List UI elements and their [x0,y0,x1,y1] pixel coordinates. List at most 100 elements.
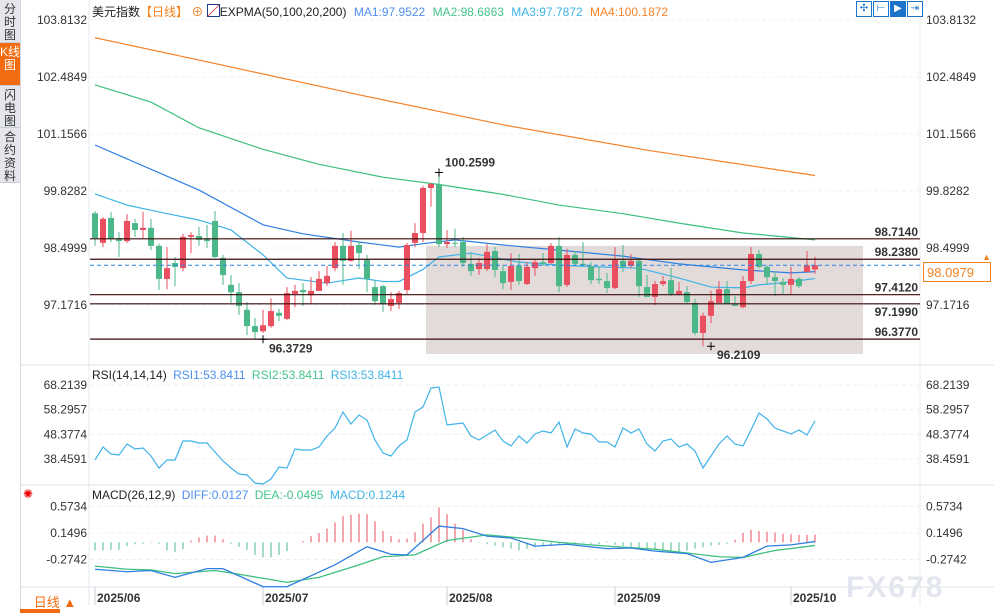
candle-down [580,263,586,266]
rsi3-value: RSI3:53.8411 [330,368,404,382]
rsi-tick-left: 38.4591 [44,452,88,466]
rsi-title: RSI(14,14,14) [92,368,167,382]
candle-up [700,315,706,333]
candle-down [92,213,98,239]
candle-down [468,263,474,272]
candle-up [396,293,402,303]
candle-up [804,265,810,273]
candle-up [388,299,394,306]
bottom-tab-indicator [20,609,60,613]
candle-down [196,235,202,240]
candle-up [140,227,146,230]
y-tick-right: 102.4849 [926,70,976,84]
candle-up [100,218,106,243]
chart-header: 美元指数【日线】 ⊕ EXPMA(50,100,20,200) MA1:97.9… [92,3,668,20]
candle-down [732,304,738,306]
candle-down [756,254,762,267]
candle-up [564,254,570,285]
candle-down [228,284,234,293]
extreme-marker [435,168,443,177]
candle-up [748,254,754,282]
candle-down [156,245,162,279]
y-tick-right: 98.4999 [926,241,970,255]
candle-up [124,220,130,242]
candle-up [292,290,298,294]
diff-value: DIFF:0.0127 [181,488,249,502]
candle-up [332,245,338,269]
candle-up [676,290,682,294]
candle-up [164,268,170,279]
level-label: 97.1990 [875,305,919,319]
level-label: 96.3770 [875,325,919,339]
ma2-value: MA2:98.6863 [432,5,504,19]
ma-line-ma3 [94,193,816,289]
crosshair-icon[interactable]: ✣ [856,1,872,17]
rsi-tick-right: 38.4591 [926,452,970,466]
candle-down [772,277,778,282]
candle-down [668,280,674,294]
level-label: 98.2380 [875,245,919,259]
settings-sun-icon[interactable]: ✺ [23,487,34,501]
macd-tick-left: 0.5734 [50,500,87,514]
macd-header: MACD(26,12,9) DIFF:0.0127 DEA:-0.0495 MA… [92,488,405,502]
high-price-label: 100.2599 [445,155,495,169]
period-button[interactable]: 日线 ▲ [33,595,77,610]
exit-right-icon[interactable]: ⇥ [907,1,923,17]
candle-down [236,292,242,306]
x-tick-label: 2025/08 [449,591,493,605]
candle-up [612,260,618,288]
macd-tick-left: 0.1496 [50,526,87,540]
candle-up [324,275,330,284]
candle-down [252,326,258,333]
rsi-tick-left: 58.2957 [44,403,88,417]
extreme-marker [259,335,267,344]
candle-down [340,245,346,261]
rsi-tick-right: 48.3774 [926,427,970,441]
candle-down [116,238,122,242]
sidebar-tab-flash-chart[interactable]: 闪电图 [0,86,20,128]
sidebar: 分时图 K线图 闪电图 合约资料 [0,0,21,613]
x-tick-label: 2025/10 [793,591,837,605]
candle-up [284,293,290,319]
symbol-title: 美元指数 [92,5,141,19]
candle-down [364,260,370,279]
candle-up [316,278,322,291]
rsi-tick-left: 68.2139 [44,378,88,392]
candle-down [244,309,250,327]
rsi-header: RSI(14,14,14) RSI1:53.8411 RSI2:53.8411 … [92,368,403,382]
ma1-value: MA1:97.9522 [353,5,426,19]
sidebar-tab-contract-info[interactable]: 合约资料 [0,128,20,183]
y-tick-left: 103.8132 [37,13,87,27]
candle-down [300,290,306,293]
candle-up [716,289,722,303]
range-select-icon[interactable]: ⊢ [873,1,889,17]
y-tick-right: 101.1566 [926,127,976,141]
candle-down [452,242,458,244]
x-tick-label: 2025/06 [97,591,141,605]
candle-down [588,266,594,281]
dea-value: DEA:-0.0495 [254,488,324,502]
sidebar-tab-time-chart[interactable]: 分时图 [0,0,20,43]
extreme-marker [707,342,715,351]
expma-icon[interactable] [206,4,220,17]
rsi1-value: RSI1:53.8411 [173,368,246,382]
ma3-value: MA3:97.7872 [511,5,583,19]
period-label[interactable]: 【日线】 [140,5,189,19]
candle-up [260,325,266,332]
sidebar-tab-kline[interactable]: K线图 [0,43,20,86]
rsi2-value: RSI2:53.8411 [251,368,325,382]
price-zone-box [426,245,863,354]
y-tick-left: 97.1716 [44,298,88,312]
macd-title: MACD(26,12,9) [92,488,176,502]
candle-down [276,312,282,316]
play-forward-icon[interactable]: ▶ [890,1,906,17]
candle-down [516,266,522,282]
scroll-up-icon[interactable]: ▲ [982,252,991,262]
rsi-tick-left: 48.3774 [44,427,88,441]
candle-down [556,245,562,287]
y-tick-left: 98.4999 [44,241,88,255]
candle-down [460,241,466,264]
rsi-tick-right: 68.2139 [926,378,970,392]
add-indicator-icon[interactable]: ⊕ [191,5,204,19]
